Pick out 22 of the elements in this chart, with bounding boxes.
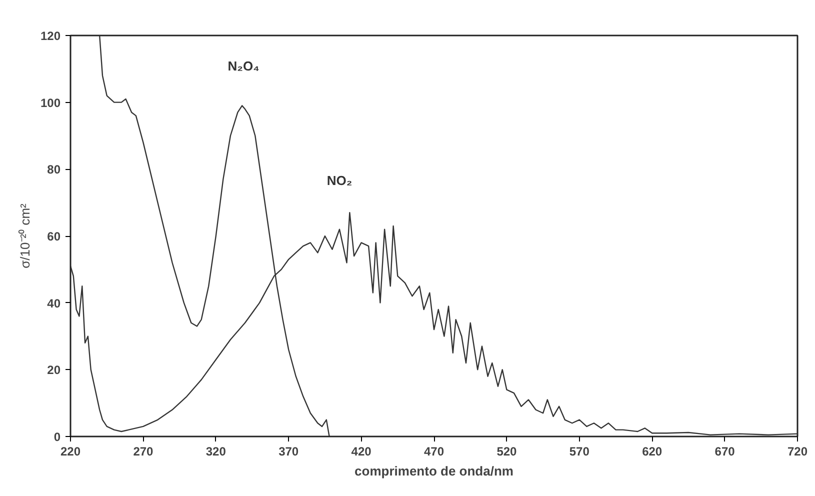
- x-tick-label: 270: [133, 444, 154, 458]
- x-axis-title: comprimento de onda/nm: [354, 464, 514, 478]
- x-tick-label: 420: [351, 444, 372, 458]
- y-tick-label: 0: [54, 430, 61, 444]
- y-tick-label: 120: [40, 29, 61, 43]
- y-tick-label: 40: [47, 296, 61, 310]
- annotation: NO₂: [326, 172, 352, 188]
- x-tick-label: 470: [424, 444, 444, 458]
- y-tick-label: 60: [47, 230, 61, 244]
- x-tick-label: 570: [569, 444, 590, 458]
- y-tick-label: 20: [47, 363, 61, 378]
- annotation: N₂O₄: [228, 58, 260, 74]
- y-axis-title: σ/10⁻²⁰ cm²: [17, 202, 32, 268]
- y-tick-label: 100: [40, 96, 61, 110]
- x-tick-label: 670: [714, 444, 736, 458]
- x-tick-label: 720: [787, 444, 808, 458]
- x-tick-label: 370: [278, 444, 299, 458]
- x-tick-label: 620: [642, 444, 662, 458]
- x-tick-label: 220: [60, 444, 81, 458]
- x-tick-label: 520: [496, 444, 518, 458]
- x-tick-label: 320: [206, 444, 226, 458]
- y-tick-label: 80: [47, 162, 61, 177]
